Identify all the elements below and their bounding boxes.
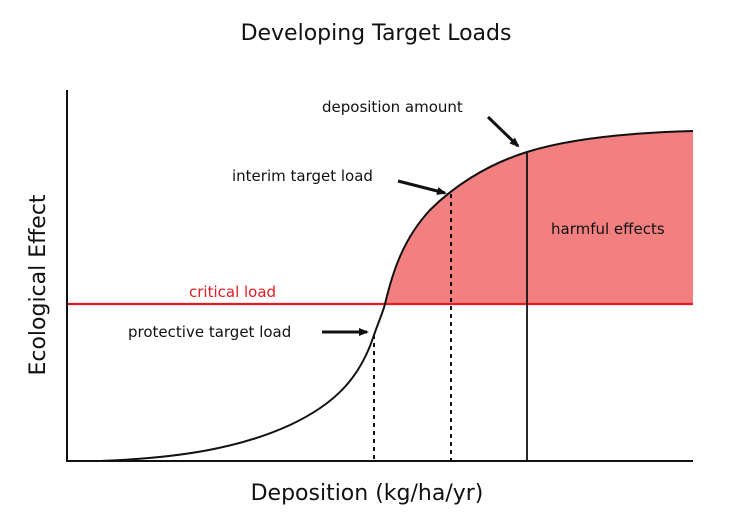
- protective-target-load-label: protective target load: [128, 323, 291, 341]
- diagram-title: Developing Target Loads: [241, 21, 512, 46]
- y-axis-label: Ecological Effect: [26, 194, 51, 375]
- interim-target-load-arrow: [397, 179, 447, 195]
- harmful-effects-label: harmful effects: [551, 220, 665, 238]
- critical-load-label: critical load: [189, 283, 276, 301]
- harmful-effects-region: [385, 131, 693, 304]
- deposition-amount-arrow: [486, 115, 520, 148]
- ecological-effect-curve: [99, 130, 694, 462]
- x-axis-label: Deposition (kg/ha/yr): [251, 481, 484, 506]
- deposition-amount-label: deposition amount: [322, 98, 463, 116]
- interim-target-load-label: interim target load: [232, 167, 373, 185]
